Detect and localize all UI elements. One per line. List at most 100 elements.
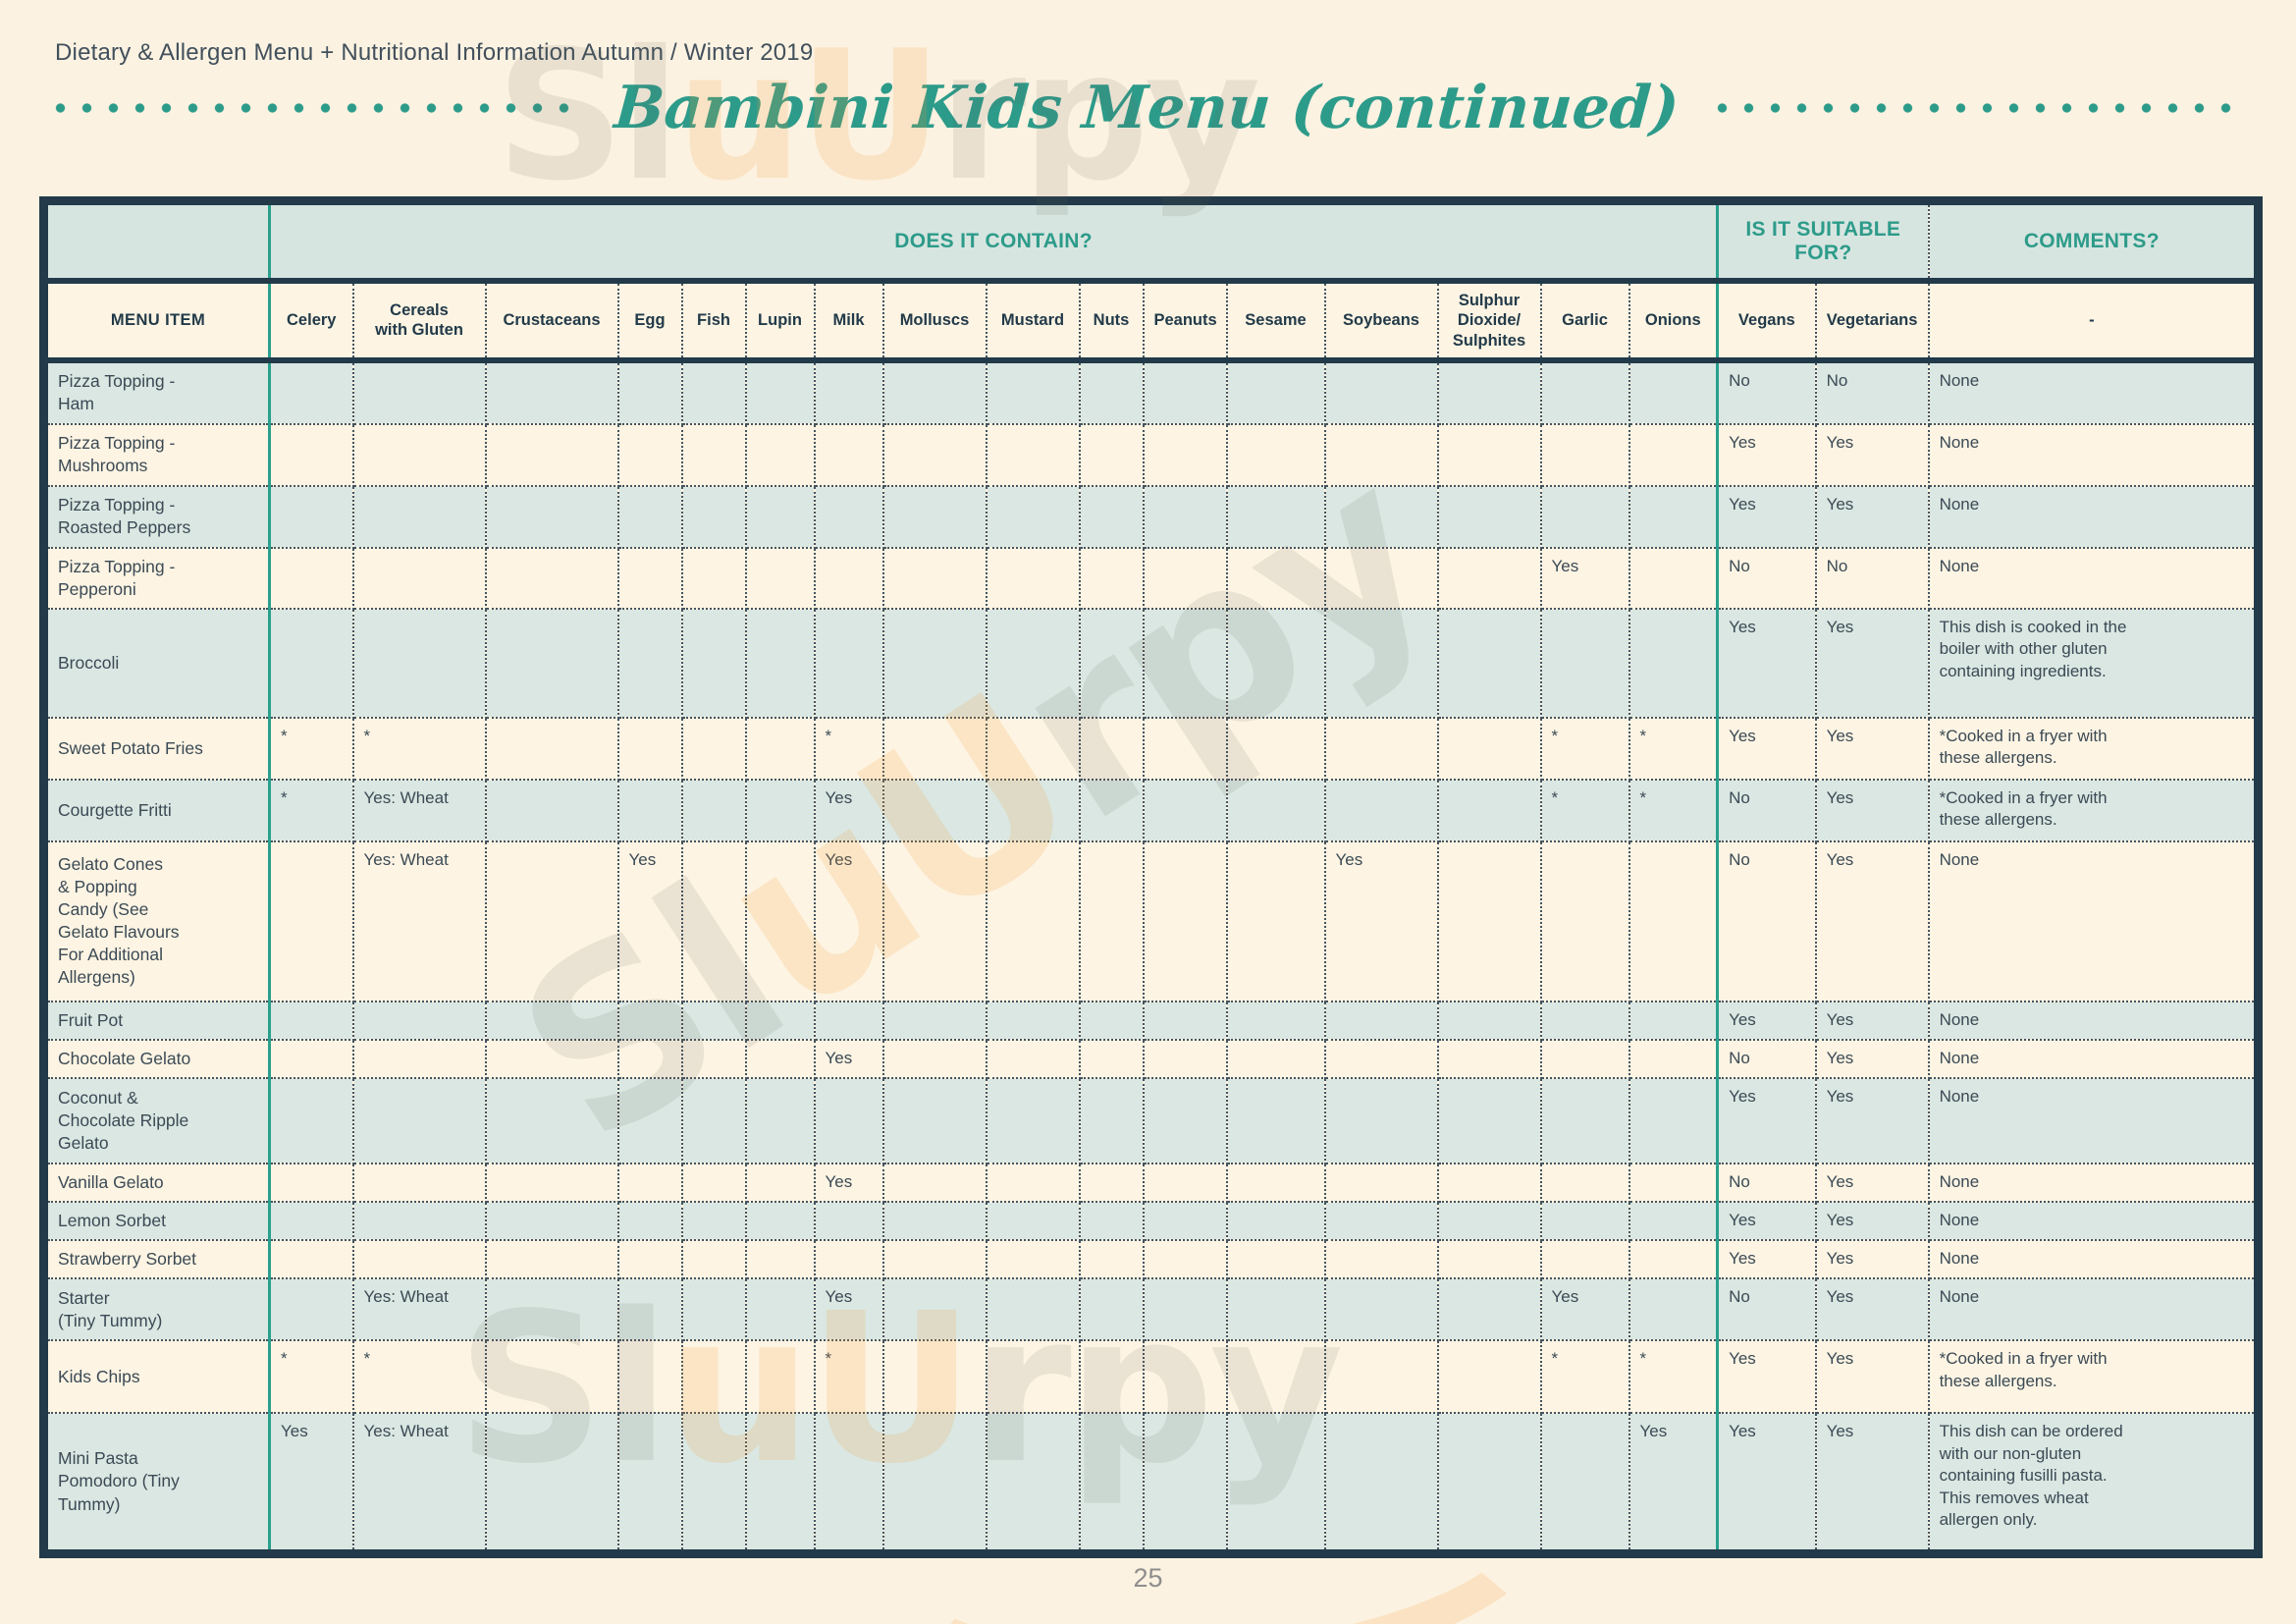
- allergen-column-header: Cereals with Gluten: [351, 279, 487, 364]
- allergen-cell: [985, 1076, 1081, 1164]
- allergen-cell: [1539, 1239, 1630, 1280]
- table-column-header-row: MENU ITEM Celery Cereals with Gluten Crust…: [42, 279, 2260, 364]
- allergen-cell: [881, 778, 988, 842]
- allergen-cell: [351, 359, 487, 425]
- allergen-cell: [1142, 1412, 1228, 1555]
- allergen-cell: [1142, 1201, 1228, 1242]
- allergen-cell: [1539, 1076, 1630, 1164]
- allergen-cell: [1078, 484, 1145, 549]
- allergen-cell: [1628, 1277, 1720, 1342]
- allergen-cell: *: [813, 716, 884, 781]
- menu-item-cell: Sweet Potato Fries: [42, 716, 271, 781]
- allergen-cell: Yes: [268, 1412, 354, 1555]
- allergen-cell: [616, 716, 683, 781]
- allergen-cell: [1539, 839, 1630, 1002]
- title-row: Bambini Kids Menu (continued): [47, 49, 2247, 167]
- menu-item-cell: Courgette Fritti: [42, 778, 271, 842]
- allergen-cell: [616, 359, 683, 425]
- allergen-cell: [1142, 546, 1228, 610]
- allergen-cell: [813, 1201, 884, 1242]
- allergen-cell: [484, 546, 619, 610]
- allergen-cell: [1225, 1239, 1326, 1280]
- allergen-cell: [881, 1277, 988, 1342]
- allergen-cell: [1436, 1076, 1542, 1164]
- vegans-cell: Yes: [1716, 1339, 1817, 1415]
- allergen-column-header: Onions: [1628, 279, 1720, 364]
- menu-item-cell: Lemon Sorbet: [42, 1201, 271, 1242]
- page-number: 25: [1133, 1563, 1163, 1593]
- allergen-cell: [680, 484, 747, 549]
- allergen-cell: [1142, 839, 1228, 1002]
- allergen-cell: [616, 1277, 683, 1342]
- allergen-cell: [1436, 1239, 1542, 1280]
- table-row: Fruit Pot Yes Yes None: [42, 1000, 2260, 1041]
- allergen-cell: [744, 607, 816, 719]
- allergen-cell: [268, 1201, 354, 1242]
- allergen-cell: [1628, 484, 1720, 549]
- table-row: Courgette Fritti * Yes: Wheat Yes * * No Yes *Co…: [42, 778, 2260, 842]
- allergen-cell: [268, 607, 354, 719]
- allergen-cell: [1628, 1239, 1720, 1280]
- allergen-cell: [680, 1076, 747, 1164]
- vegans-cell: Yes: [1716, 1000, 1817, 1041]
- allergen-cell: [351, 422, 487, 487]
- does-it-contain-header: DOES IT CONTAIN?: [268, 199, 1720, 284]
- allergen-cell: [1539, 484, 1630, 549]
- allergen-cell: Yes: [813, 778, 884, 842]
- allergen-cell: [484, 1277, 619, 1342]
- allergen-column-header: Peanuts: [1142, 279, 1228, 364]
- allergen-cell: [351, 1076, 487, 1164]
- allergen-cell: [985, 484, 1081, 549]
- allergen-cell: [268, 1038, 354, 1079]
- allergen-cell: [1078, 1239, 1145, 1280]
- vegetarians-cell: Yes: [1814, 1038, 1930, 1079]
- allergen-cell: [616, 1239, 683, 1280]
- allergen-cell: [881, 1162, 988, 1204]
- allergen-cell: [1436, 1339, 1542, 1415]
- table-row: Mini Pasta Pomodoro (Tiny Tummy) Yes Yes: …: [42, 1412, 2260, 1555]
- allergen-cell: [985, 1339, 1081, 1415]
- allergen-cell: [1142, 359, 1228, 425]
- allergen-cell: [1323, 716, 1439, 781]
- allergen-cell: [1078, 422, 1145, 487]
- allergen-cell: [1323, 546, 1439, 610]
- allergen-cell: [484, 1201, 619, 1242]
- allergen-cell: [680, 1038, 747, 1079]
- allergen-cell: [1078, 778, 1145, 842]
- allergen-cell: [1539, 359, 1630, 425]
- allergen-column-header: Nuts: [1078, 279, 1145, 364]
- allergen-cell: [1323, 1239, 1439, 1280]
- comment-cell: None: [1927, 1038, 2260, 1079]
- allergen-cell: [680, 422, 747, 487]
- comment-cell: *Cooked in a fryer with these allergens.: [1927, 778, 2260, 842]
- allergen-cell: [881, 484, 988, 549]
- allergen-cell: [1628, 839, 1720, 1002]
- allergen-cell: [1323, 1038, 1439, 1079]
- allergen-cell: [1628, 1038, 1720, 1079]
- allergen-cell: [1225, 1162, 1326, 1204]
- allergen-cell: [1628, 359, 1720, 425]
- allergen-cell: [268, 546, 354, 610]
- vegetarians-cell: Yes: [1814, 1239, 1930, 1280]
- allergen-cell: [985, 422, 1081, 487]
- menu-item-cell: Kids Chips: [42, 1339, 271, 1415]
- allergen-cell: [1539, 1162, 1630, 1204]
- comment-cell: None: [1927, 546, 2260, 610]
- allergen-cell: [1078, 1201, 1145, 1242]
- allergen-cell: [1078, 1038, 1145, 1079]
- vegans-cell: Yes: [1716, 607, 1817, 719]
- vegans-cell: Yes: [1716, 716, 1817, 781]
- comment-cell: *Cooked in a fryer with these allergens.: [1927, 716, 2260, 781]
- vegans-cell: Yes: [1716, 1201, 1817, 1242]
- vegetarians-cell: Yes: [1814, 1201, 1930, 1242]
- allergen-cell: [985, 1038, 1081, 1079]
- table-row: Pizza Topping - Mushrooms Yes Yes None: [42, 422, 2260, 487]
- allergen-cell: [985, 1239, 1081, 1280]
- vegans-cell: No: [1716, 1038, 1817, 1079]
- allergen-column-header: Crustaceans: [484, 279, 619, 364]
- allergen-cell: [1628, 422, 1720, 487]
- allergen-cell: [351, 607, 487, 719]
- table-row: Strawberry Sorbet Yes Yes None: [42, 1239, 2260, 1280]
- allergen-cell: [616, 1038, 683, 1079]
- vegans-cell: Yes: [1716, 484, 1817, 549]
